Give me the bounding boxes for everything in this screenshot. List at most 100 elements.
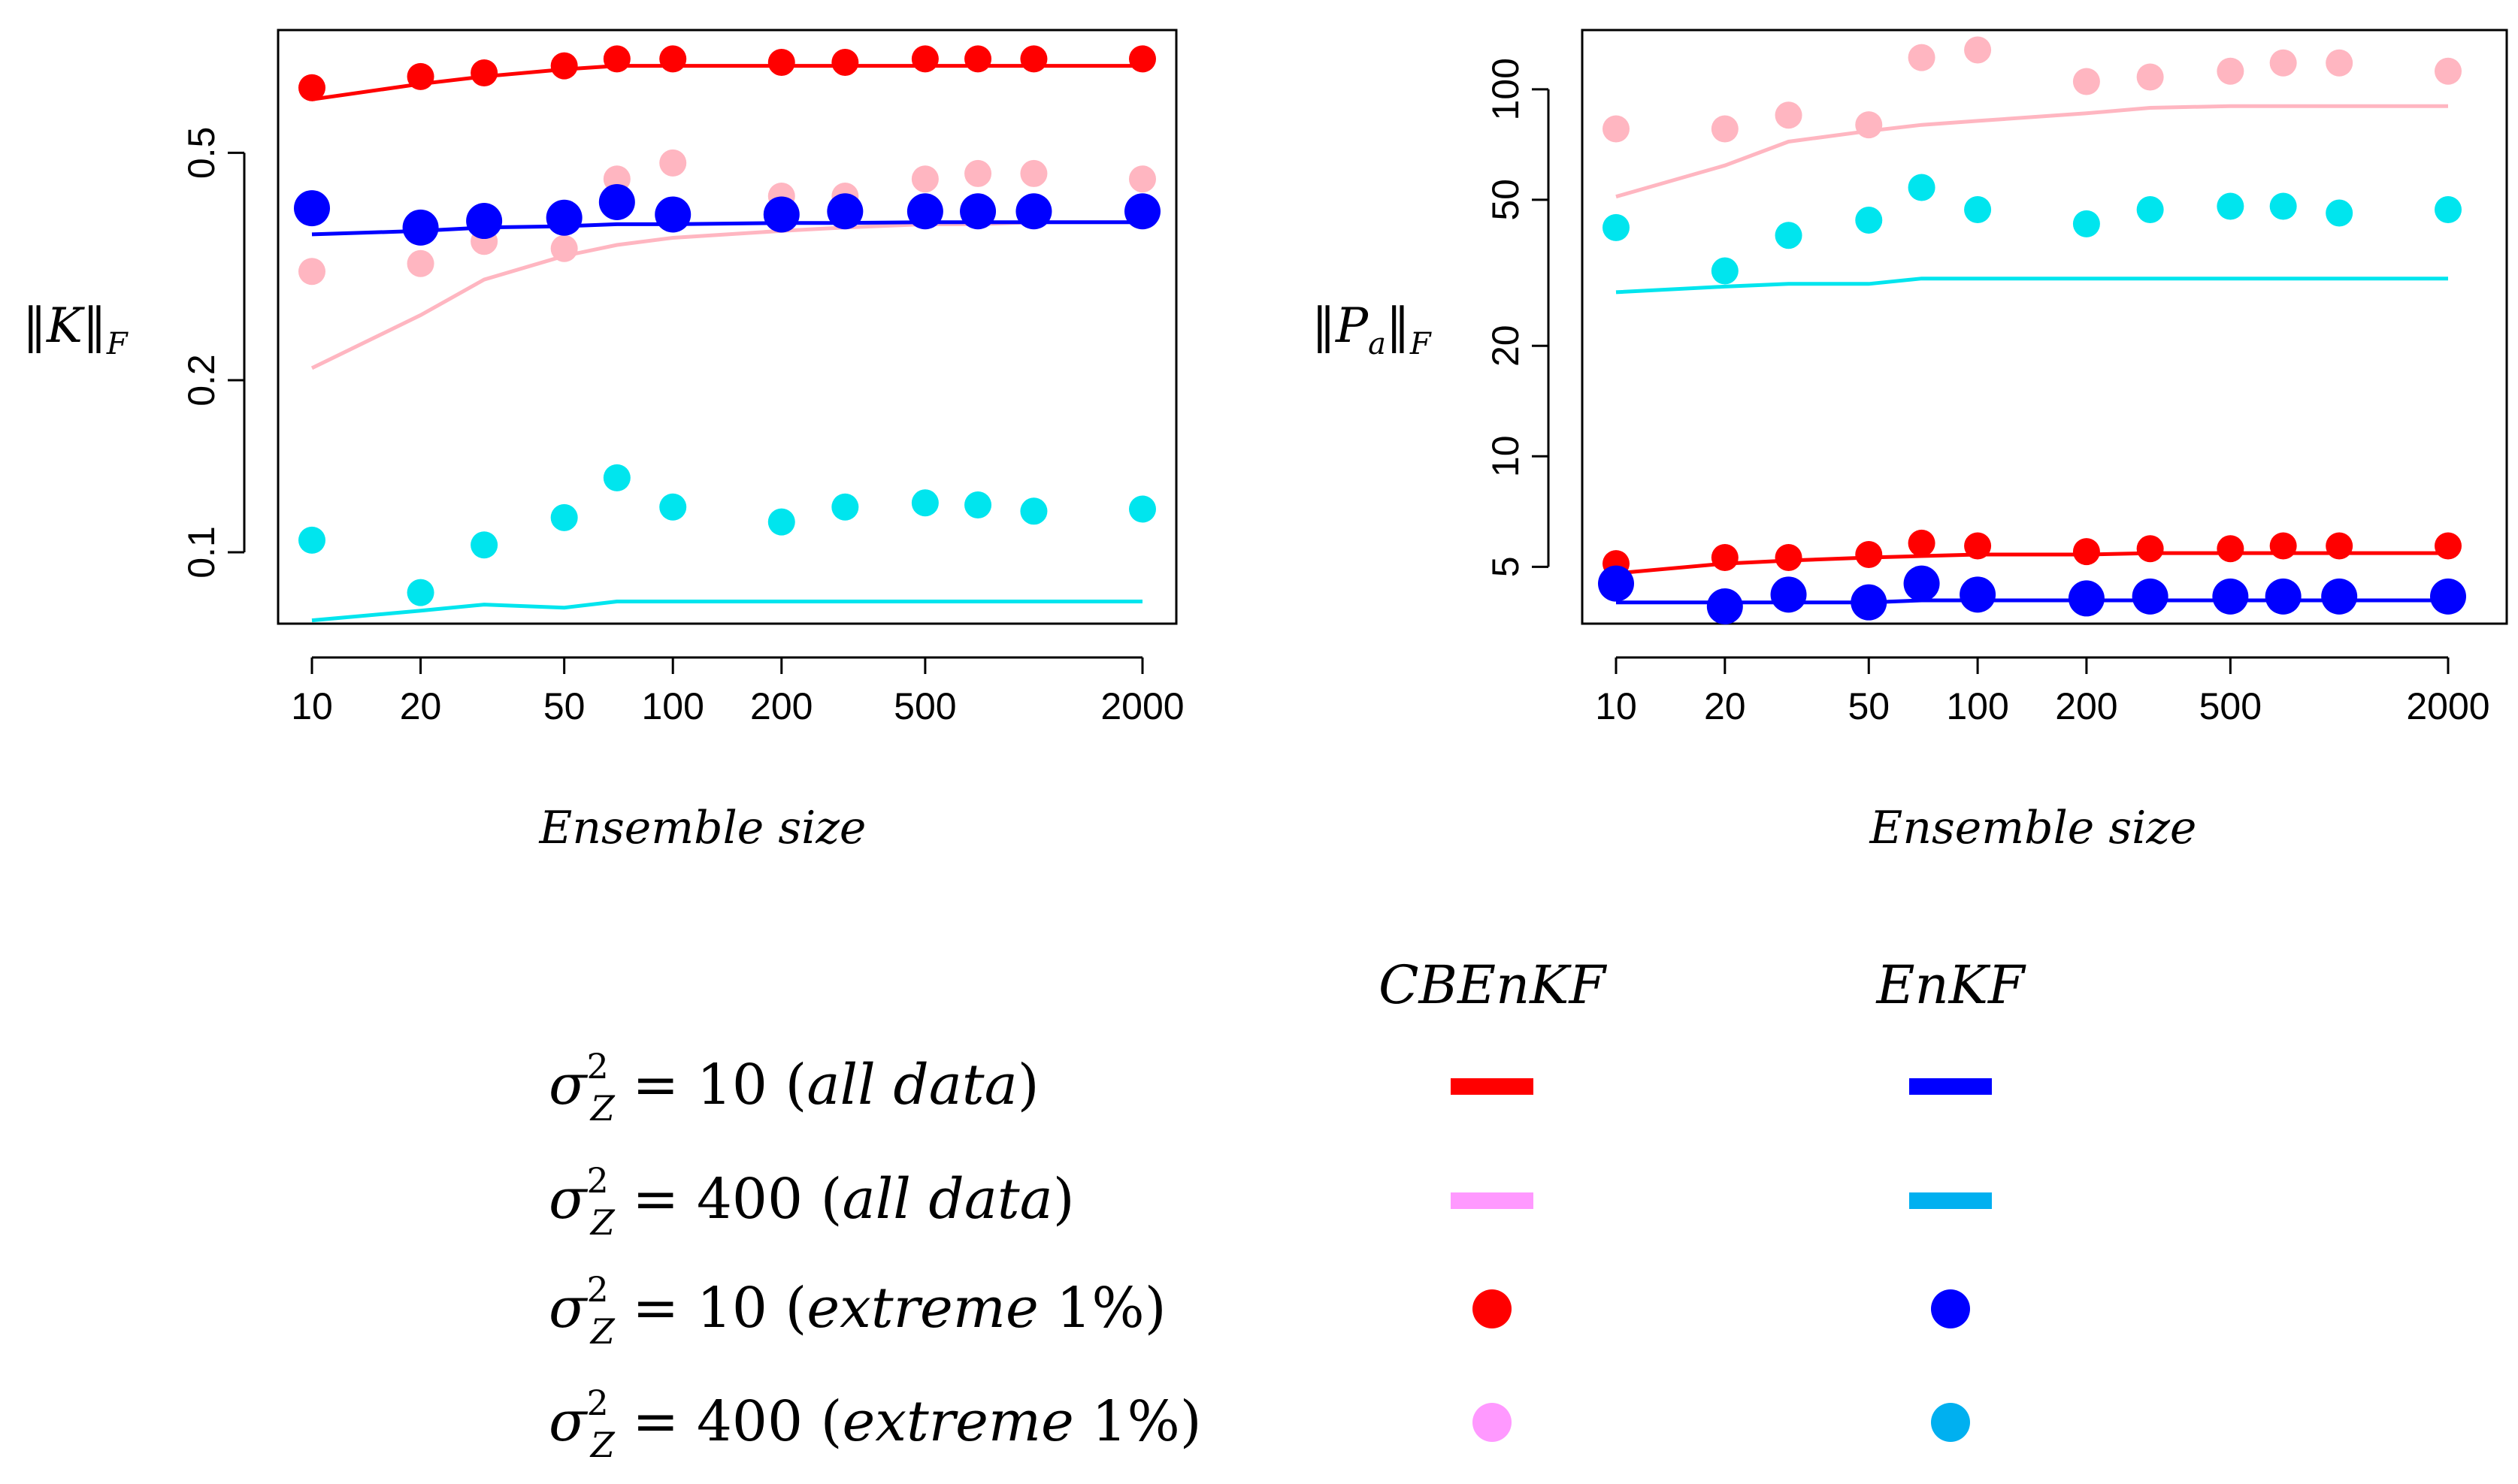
data-point <box>2072 68 2100 95</box>
data-point <box>2132 578 2168 615</box>
y-label-main: ‖K‖ <box>23 298 107 354</box>
y-axis: 5 10 20 50 100 <box>1484 58 1550 577</box>
legend-eq: = 10 ( <box>615 1053 807 1117</box>
data-point <box>1598 565 1634 602</box>
data-point <box>603 464 631 491</box>
data-point <box>911 45 939 73</box>
data-point <box>2072 210 2100 237</box>
data-point <box>906 193 943 230</box>
data-point <box>1711 257 1739 285</box>
legend-pct: 1% <box>1074 1389 1180 1454</box>
series-line <box>1615 277 2448 295</box>
data-point <box>1960 576 1996 613</box>
legend-sup: 2 <box>587 1383 609 1423</box>
data-point <box>1020 45 1048 73</box>
legend-point-swatch <box>1931 1289 1970 1328</box>
legend-header-enkf: EnKF <box>1875 954 2026 1016</box>
legend-header-cbenkf: CBEnKF <box>1379 954 1607 1016</box>
data-point <box>1015 193 1052 230</box>
data-marks <box>294 45 1161 623</box>
data-point <box>407 579 434 606</box>
series-line <box>310 220 1142 370</box>
data-point <box>298 258 325 286</box>
x-tick-label: 20 <box>400 685 442 727</box>
legend-line-swatch <box>1909 1192 1992 1209</box>
y-tick-label: 0.5 <box>180 127 222 180</box>
legend-sub: Z <box>589 1425 616 1465</box>
data-point <box>2136 63 2164 91</box>
series-line <box>311 64 1142 101</box>
data-point <box>655 196 692 233</box>
x-tick-label: 10 <box>291 685 333 727</box>
data-point <box>1964 195 1992 223</box>
data-point <box>1775 101 1802 129</box>
data-point <box>1020 159 1048 187</box>
data-point <box>1129 45 1156 73</box>
legend-rows: σ2 Z = 10 (all data)σ2 Z = 400 (all data)σ… <box>549 1046 1992 1465</box>
data-point <box>827 193 864 230</box>
data-point <box>2212 578 2249 615</box>
data-point <box>1851 584 1887 621</box>
chart-analysis-covariance: 10 20 50 100 200 500 2000 5 10 20 50 100 Ensemble … <box>1312 29 2508 854</box>
data-point <box>603 45 631 73</box>
data-point <box>2435 532 2462 560</box>
data-point <box>471 59 498 87</box>
data-point <box>2072 538 2100 566</box>
data-point <box>1711 115 1739 143</box>
data-point <box>763 196 800 233</box>
data-point <box>546 199 583 236</box>
data-point <box>550 234 578 262</box>
x-tick-label: 10 <box>1595 685 1637 727</box>
legend-desc: extreme <box>842 1389 1073 1454</box>
legend-line-swatch <box>1909 1078 1992 1095</box>
legend-line-swatch <box>1451 1078 1533 1095</box>
y-label-sub-a: a <box>1368 327 1386 361</box>
data-point <box>298 526 325 554</box>
legend-desc: all data <box>807 1053 1017 1117</box>
legend-sup: 2 <box>587 1160 609 1201</box>
legend-close: ) <box>1180 1389 1202 1454</box>
data-point <box>407 249 434 277</box>
data-point <box>659 45 687 73</box>
data-point <box>2136 195 2164 223</box>
data-point <box>831 493 859 521</box>
data-point <box>767 508 795 536</box>
legend-desc: all data <box>842 1167 1052 1232</box>
x-tick-label: 20 <box>1704 685 1746 727</box>
data-point <box>2435 195 2462 223</box>
x-tick-label: 100 <box>1946 685 2008 727</box>
y-tick-label: 5 <box>1484 556 1527 577</box>
y-tick-label: 20 <box>1484 325 1527 367</box>
series-line <box>1615 551 2448 576</box>
data-point <box>2430 578 2466 615</box>
x-tick-label: 100 <box>642 685 704 727</box>
data-point <box>298 74 325 101</box>
legend-sigma: σ <box>549 1389 589 1454</box>
data-point <box>767 48 795 76</box>
legend-close: ) <box>1145 1276 1167 1340</box>
y-label-main: ‖P <box>1312 298 1369 354</box>
legend-eq: = 10 ( <box>615 1276 807 1340</box>
data-point <box>2265 578 2302 615</box>
legend-sub: Z <box>589 1311 616 1352</box>
data-point <box>831 48 859 76</box>
data-point <box>960 193 997 230</box>
legend-line-swatch <box>1451 1192 1533 1209</box>
y-axis-label: ‖K‖F <box>23 298 129 361</box>
y-tick-label: 0.1 <box>180 526 222 579</box>
y-tick-label: 50 <box>1484 179 1527 221</box>
legend-row-label: σ2 Z = 400 (extreme 1%) <box>549 1383 1202 1465</box>
data-point <box>964 159 992 187</box>
plot-frame <box>1581 29 2508 625</box>
data-point <box>2435 57 2462 85</box>
data-point <box>1775 222 1802 249</box>
data-point <box>1020 497 1048 525</box>
x-tick-label: 500 <box>2199 685 2262 727</box>
x-tick-label: 200 <box>750 685 813 727</box>
data-point <box>1129 165 1156 193</box>
legend: CBEnKF EnKF σ2 Z = 10 (all data)σ2 Z = 400… <box>549 954 2026 1465</box>
data-point <box>2326 199 2353 227</box>
x-axis-label: Ensemble size <box>539 802 867 854</box>
x-axis: 10 20 50 100 200 500 2000 <box>1595 656 2490 727</box>
legend-eq: = 400 ( <box>615 1167 843 1232</box>
